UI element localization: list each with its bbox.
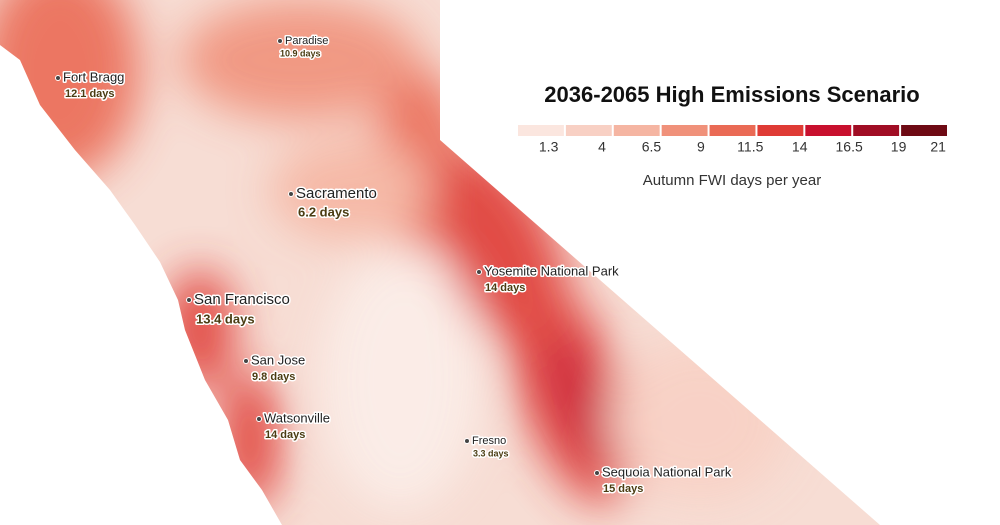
place: Sequoia National Park 15 days [594,463,733,496]
place-dot [55,75,61,81]
legend-tick-label: 4 [598,139,606,155]
place-value: 14 days [485,282,525,294]
place-value: 12.1 days [65,88,115,100]
place-dot [288,191,294,197]
place-value: 15 days [603,483,643,495]
place-name: Paradise [285,35,328,47]
legend-swatch [613,125,660,136]
place: Fort Bragg 12.1 days [55,68,126,101]
place-value: 10.9 days [280,48,321,58]
legend: 1.3 4 6.5 9 11.5 14 16.5 19 21 [518,125,947,155]
legend-swatch [518,125,564,136]
place-dot [186,297,192,303]
legend-swatch [565,125,612,136]
legend-tick-label: 9 [697,139,705,155]
place-value: 13.4 days [196,311,255,326]
place-name: San Francisco [194,291,290,308]
place-name: Sacramento [296,185,377,202]
place-name: San Jose [251,352,305,367]
place-value: 6.2 days [298,204,349,219]
place-dot [243,358,249,364]
legend-swatch [901,125,947,136]
place: San Francisco 13.4 days [186,289,291,328]
legend-tick-label: 1.3 [539,139,559,155]
legend-label: Autumn FWI days per year [643,172,821,189]
place-dot [464,438,470,444]
place-dot [277,38,283,44]
legend-tick-label: 21 [930,139,946,155]
map-title: 2036-2065 High Emissions Scenario [544,82,919,107]
legend-swatch [757,125,804,136]
place: San Jose 9.8 days [243,351,307,384]
legend-tick-label: 19 [891,139,907,155]
place-value: 3.3 days [473,448,509,458]
place-dot [594,470,600,476]
legend-swatch [853,125,900,136]
place-dot [256,416,262,422]
legend-tick-label: 6.5 [642,139,662,155]
place-name: Yosemite National Park [484,263,619,278]
place-name: Watsonville [264,410,330,425]
legend-tick-label: 11.5 [737,139,763,155]
place-name: Sequoia National Park [602,464,732,479]
place-dot [476,269,482,275]
legend-tick-label: 16.5 [836,139,863,155]
place: Watsonville 14 days [256,409,331,442]
place-value: 9.8 days [252,371,295,383]
legend-tick-label: 14 [792,139,808,155]
place: Sacramento 6.2 days [288,183,378,221]
place-name: Fresno [472,435,506,447]
place-value: 14 days [265,429,305,441]
legend-swatch [709,125,756,136]
place-name: Fort Bragg [63,69,124,84]
legend-swatch [805,125,852,136]
place: Yosemite National Park 14 days [476,262,621,295]
legend-swatch [661,125,708,136]
